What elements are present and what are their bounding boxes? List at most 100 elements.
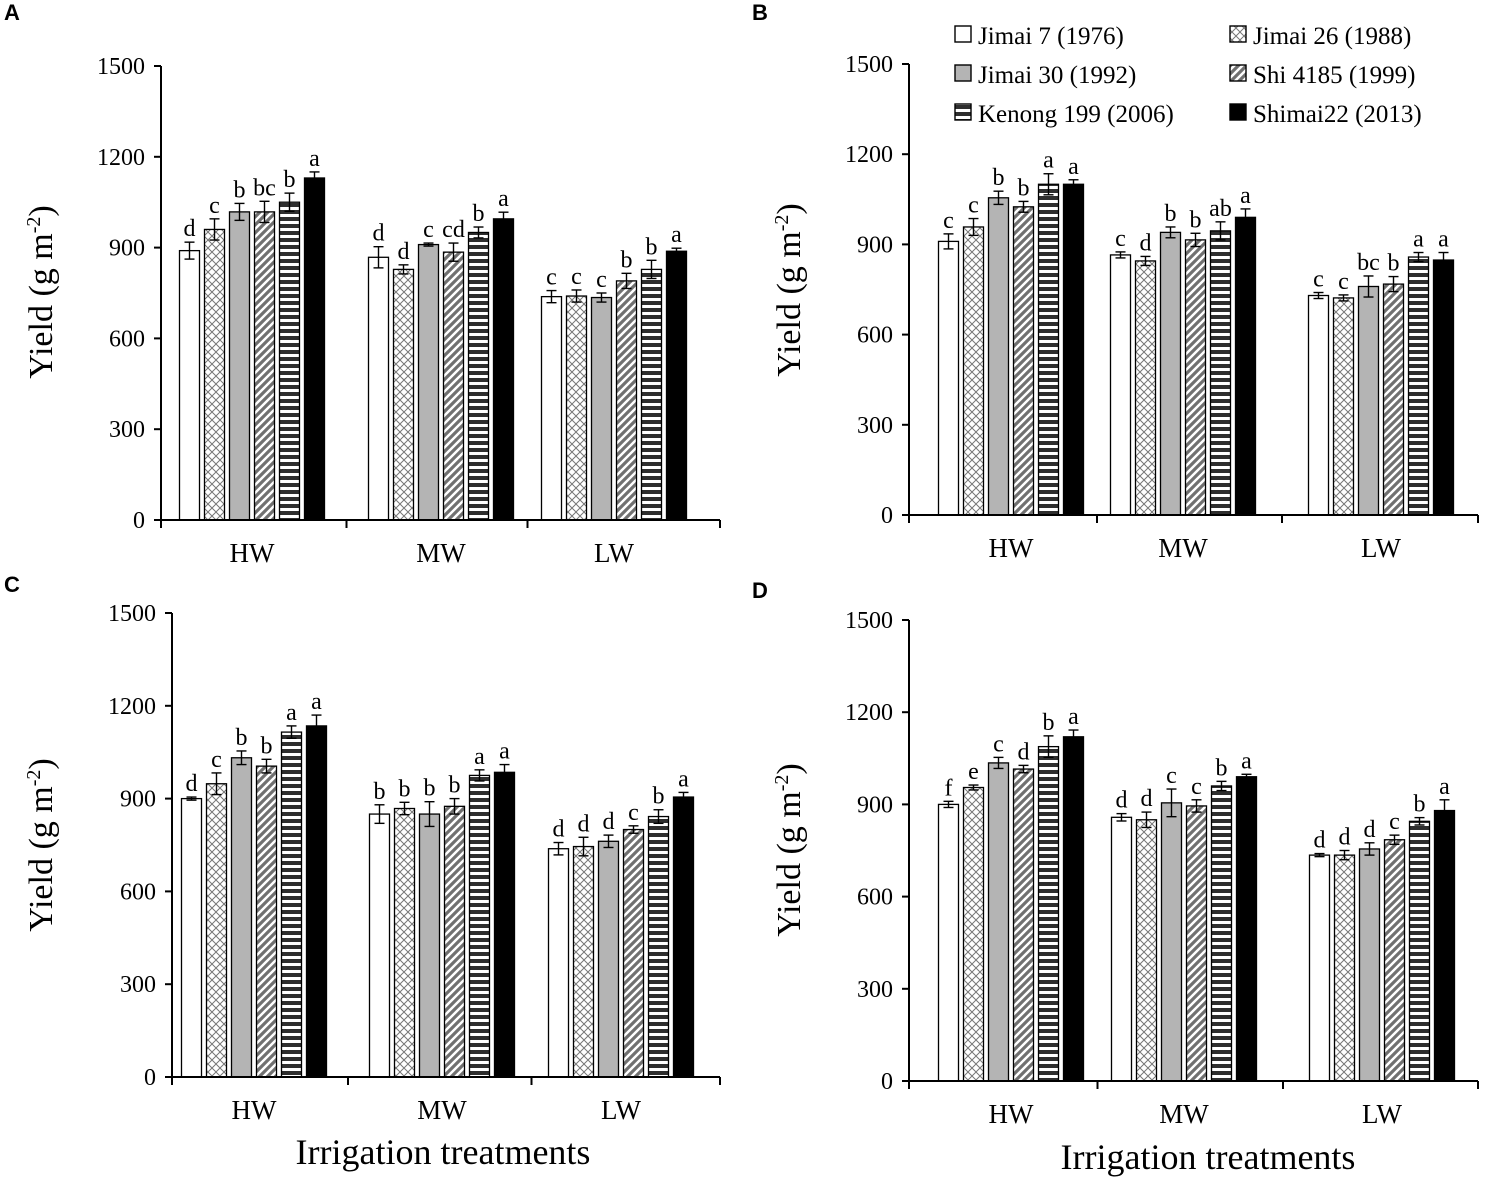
bar-d-lw-4 xyxy=(1383,839,1406,1082)
sig-letter-d-hw-5: b xyxy=(1043,710,1055,736)
error-bar-c-hw-4 xyxy=(261,758,272,774)
legend-entry-jimai26: Jimai 26 (1988) xyxy=(1229,23,1411,50)
y-tick-label-b-1500: 1500 xyxy=(845,52,893,78)
legend-swatch-jimai7 xyxy=(954,25,972,43)
category-label-a-lw: LW xyxy=(594,538,634,568)
sig-letter-d-hw-6: a xyxy=(1068,704,1079,730)
error-bar-a-mw-4 xyxy=(448,242,459,262)
error-bar-b-hw-4 xyxy=(1018,200,1029,213)
sig-letter-b-lw-1: c xyxy=(1313,267,1324,293)
y-axis-title-d: Yield (g m-2) xyxy=(771,763,808,936)
legend-swatch-kenong199 xyxy=(954,103,972,121)
panel-letter-c: C xyxy=(4,572,20,597)
legend-label-jimai26: Jimai 26 (1988) xyxy=(1253,23,1411,50)
sig-letter-a-mw-1: d xyxy=(373,221,385,247)
category-label-b-hw: HW xyxy=(989,533,1034,563)
error-bar-d-hw-2 xyxy=(968,784,979,791)
y-tick-label-c-600: 600 xyxy=(120,879,156,905)
sig-letter-c-lw-1: d xyxy=(553,817,565,843)
error-bar-c-lw-1 xyxy=(553,841,564,856)
bar-d-mw-4 xyxy=(1185,805,1208,1082)
error-bar-d-hw-3 xyxy=(993,756,1004,770)
bar-c-lw-6 xyxy=(672,796,695,1078)
error-bar-c-mw-1 xyxy=(374,804,385,825)
bar-d-hw-6 xyxy=(1062,736,1085,1082)
legend-swatch-shimai22 xyxy=(1229,103,1247,121)
sig-letter-a-mw-4: cd xyxy=(442,217,465,243)
error-bar-b-lw-1 xyxy=(1313,291,1324,300)
sig-letter-a-hw-2: c xyxy=(209,193,220,219)
bar-c-mw-1 xyxy=(368,813,391,1078)
error-bar-a-mw-6 xyxy=(498,211,509,227)
sig-letter-a-lw-1: c xyxy=(546,265,557,291)
error-bar-b-mw-4 xyxy=(1190,232,1201,248)
sig-letter-d-lw-6: a xyxy=(1439,774,1450,800)
error-bar-a-mw-5 xyxy=(473,226,484,239)
bar-c-hw-2 xyxy=(205,783,228,1078)
legend-entry-kenong199: Kenong 199 (2006) xyxy=(954,101,1174,128)
error-bar-c-lw-5 xyxy=(653,809,664,825)
panel-letter-d: D xyxy=(752,578,768,603)
sig-letter-c-hw-1: d xyxy=(186,771,198,797)
bar-c-mw-4 xyxy=(443,805,466,1078)
category-label-a-hw: HW xyxy=(230,538,275,568)
error-bar-b-mw-2 xyxy=(1140,255,1151,267)
sig-letter-c-mw-3: b xyxy=(424,776,436,802)
error-bar-d-lw-4 xyxy=(1389,834,1400,846)
bar-c-mw-5 xyxy=(468,774,491,1078)
sig-letter-d-mw-3: c xyxy=(1166,763,1177,789)
bar-c-mw-3 xyxy=(418,813,441,1078)
bar-a-hw-6 xyxy=(303,177,326,521)
bar-d-mw-6 xyxy=(1235,776,1258,1082)
y-tick-label-b-900: 900 xyxy=(857,232,893,258)
error-bar-a-hw-3 xyxy=(234,202,245,222)
bar-c-hw-5 xyxy=(280,731,303,1078)
error-bar-b-lw-2 xyxy=(1338,294,1349,302)
sig-letter-c-mw-1: b xyxy=(374,779,386,805)
category-label-d-mw: MW xyxy=(1159,1099,1209,1129)
bar-a-mw-6 xyxy=(492,218,515,521)
bar-a-hw-2 xyxy=(203,228,226,521)
error-bar-c-lw-6 xyxy=(678,791,689,803)
legend-label-shimai22: Shimai22 (2013) xyxy=(1253,101,1422,128)
bar-a-hw-1 xyxy=(178,249,201,521)
bar-b-lw-3 xyxy=(1357,285,1380,516)
y-tick-label-d-600: 600 xyxy=(857,885,893,911)
y-tick-label-a-1500: 1500 xyxy=(97,54,145,80)
error-bar-c-hw-1 xyxy=(186,796,197,801)
bar-b-mw-6 xyxy=(1234,216,1257,516)
error-bar-a-hw-6 xyxy=(309,171,320,185)
legend-entry-jimai7: Jimai 7 (1976) xyxy=(954,23,1124,50)
sig-letter-a-mw-2: d xyxy=(398,239,410,265)
bar-d-lw-3 xyxy=(1358,848,1381,1082)
error-bar-a-mw-2 xyxy=(398,264,409,275)
category-label-c-lw: LW xyxy=(601,1095,641,1125)
error-bar-b-lw-4 xyxy=(1388,275,1399,293)
error-bar-a-lw-3 xyxy=(596,292,607,303)
legend-swatch-jimai26 xyxy=(1229,25,1247,43)
error-bar-b-lw-3 xyxy=(1363,275,1374,298)
sig-letter-c-hw-4: b xyxy=(261,733,273,759)
sig-letter-a-mw-3: c xyxy=(423,217,434,243)
bar-c-hw-4 xyxy=(255,765,278,1078)
bar-a-hw-4 xyxy=(253,211,276,521)
sig-letter-c-mw-5: a xyxy=(474,744,485,770)
error-bar-a-mw-1 xyxy=(373,245,384,269)
sig-letter-d-lw-5: b xyxy=(1414,792,1426,818)
sig-letter-c-mw-2: b xyxy=(399,776,411,802)
sig-letter-b-lw-2: c xyxy=(1338,269,1349,295)
x-axis-title-d: Irrigation treatments xyxy=(1061,1137,1356,1177)
bar-d-mw-1 xyxy=(1110,816,1133,1082)
error-bar-b-mw-6 xyxy=(1240,208,1251,227)
legend-entry-shi4185: Shi 4185 (1999) xyxy=(1229,62,1416,89)
error-bar-c-mw-5 xyxy=(474,769,485,782)
bar-b-hw-2 xyxy=(962,226,985,516)
legend-label-shi4185: Shi 4185 (1999) xyxy=(1253,62,1416,89)
y-tick-label-b-600: 600 xyxy=(857,323,893,349)
y-tick-label-a-300: 300 xyxy=(109,417,145,443)
bar-c-mw-6 xyxy=(493,771,516,1078)
sig-letter-c-lw-2: d xyxy=(578,811,590,837)
panel-letter-a: A xyxy=(4,0,20,25)
